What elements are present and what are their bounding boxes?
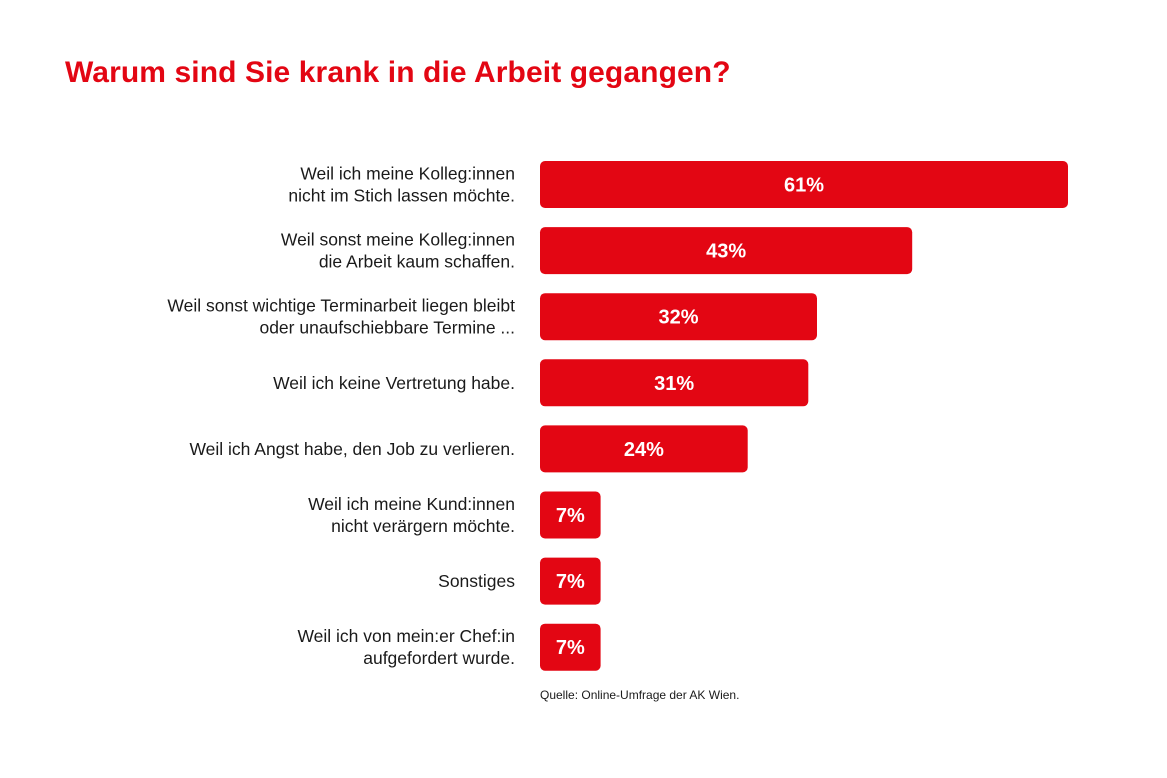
category-label-7: Sonstiges xyxy=(438,571,515,591)
bar-1 xyxy=(540,161,1068,208)
category-label-line: oder unaufschiebbare Termine ... xyxy=(259,318,515,338)
category-label-line: aufgefordert wurde. xyxy=(363,648,515,668)
bar-7 xyxy=(540,557,601,605)
category-label-line: Sonstiges xyxy=(438,571,515,591)
bar-2 xyxy=(540,227,913,275)
bar-5 xyxy=(540,425,748,473)
bar-value-label-7: 7% xyxy=(556,571,585,593)
source-note: Quelle: Online-Umfrage der AK Wien. xyxy=(540,688,740,702)
bar-6 xyxy=(540,491,601,539)
bar-8 xyxy=(540,623,601,671)
category-label-3: Weil sonst wichtige Terminarbeit liegen … xyxy=(167,296,515,338)
category-label-8: Weil ich von mein:er Chef:in aufgefordert… xyxy=(297,626,515,668)
category-label-4: Weil ich keine Vertretung habe. xyxy=(273,373,515,393)
category-label-line: Weil ich meine Kund:innen xyxy=(308,494,515,514)
category-label-line: Weil ich Angst habe, den Job zu verliere… xyxy=(189,439,515,459)
category-label-line: nicht verärgern möchte. xyxy=(331,516,515,536)
category-label-line: Weil ich keine Vertretung habe. xyxy=(273,373,515,393)
bar-value-label-2: 43% xyxy=(706,241,746,263)
category-label-1: Weil ich meine Kolleg:innen nicht im Stic… xyxy=(288,164,515,206)
bar-value-label-1: 61% xyxy=(784,175,824,197)
category-label-line: Weil ich meine Kolleg:innen xyxy=(300,164,515,184)
category-label-line: Weil sonst wichtige Terminarbeit liegen … xyxy=(167,296,515,316)
bar-value-label-6: 7% xyxy=(556,505,585,527)
bar-value-label-4: 31% xyxy=(654,373,694,395)
category-label-5: Weil ich Angst habe, den Job zu verliere… xyxy=(189,439,515,459)
bar-value-label-3: 32% xyxy=(658,307,698,329)
category-label-6: Weil ich meine Kund:innen nicht verärgern… xyxy=(308,494,515,536)
bar-3 xyxy=(540,293,817,341)
bar-value-label-5: 24% xyxy=(624,439,664,461)
category-label-2: Weil sonst meine Kolleg:innen die Arbeit … xyxy=(281,230,515,272)
category-label-line: Weil sonst meine Kolleg:innen xyxy=(281,230,515,250)
category-label-line: die Arbeit kaum schaffen. xyxy=(319,252,515,272)
chart-title: Warum sind Sie krank in die Arbeit gegan… xyxy=(65,56,731,89)
bar-4 xyxy=(540,359,809,407)
category-label-line: Weil ich von mein:er Chef:in xyxy=(297,626,515,646)
category-label-line: nicht im Stich lassen möchte. xyxy=(288,186,515,206)
bar-value-label-8: 7% xyxy=(556,637,585,659)
